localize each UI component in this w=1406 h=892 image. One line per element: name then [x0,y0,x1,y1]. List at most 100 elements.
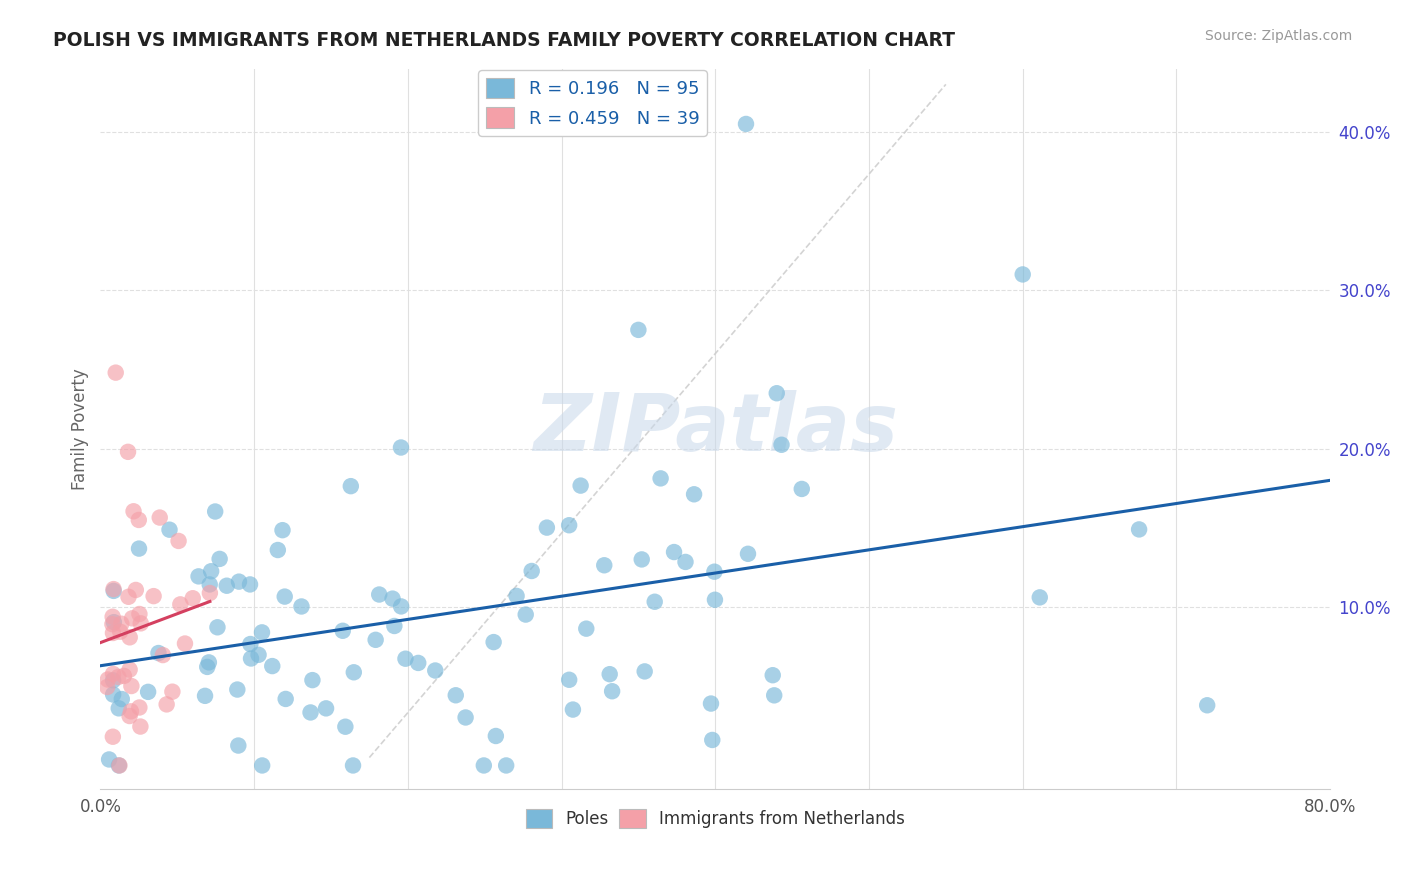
Point [101,688,124,702]
Point [425,664,447,678]
Point [120,679,142,693]
Point [389,599,412,614]
Point [644,595,666,609]
Point [735,117,758,131]
Point [650,471,672,485]
Point [1029,591,1052,605]
Text: ZIPatlas: ZIPatlas [533,390,898,468]
Point [335,720,357,734]
Point [267,543,290,558]
Point [101,617,124,632]
Point [101,609,124,624]
Point [198,586,221,600]
Point [505,589,527,603]
Point [520,564,543,578]
Point [406,656,429,670]
Point [340,479,363,493]
Point [194,689,217,703]
Point [101,673,124,688]
Point [97,673,120,687]
Point [101,626,124,640]
Point [104,366,127,380]
Point [600,684,623,698]
Point [737,547,759,561]
Point [117,590,139,604]
Point [162,684,184,698]
Point [118,630,141,644]
Point [129,616,152,631]
Point [128,607,150,621]
Point [181,591,204,606]
Point [118,663,141,677]
Point [364,632,387,647]
Point [575,622,598,636]
Point [382,619,405,633]
Point [136,685,159,699]
Point [207,620,229,634]
Point [169,598,191,612]
Point [108,624,131,639]
Point [129,720,152,734]
Point [454,710,477,724]
Point [495,758,517,772]
Point [101,730,124,744]
Point [290,599,312,614]
Point [301,673,323,687]
Point [675,555,697,569]
Y-axis label: Family Poverty: Family Poverty [72,368,89,490]
Point [634,665,657,679]
Point [561,702,583,716]
Point [101,667,124,681]
Point [472,758,495,772]
Point [702,733,724,747]
Point [765,386,787,401]
Point [627,323,650,337]
Point [152,648,174,662]
Point [389,441,412,455]
Point [103,583,125,598]
Point [215,579,238,593]
Point [558,518,581,533]
Point [662,545,685,559]
Point [148,646,170,660]
Point [239,637,262,651]
Point [558,673,581,687]
Point [599,667,621,681]
Point [228,574,250,589]
Point [482,635,505,649]
Point [247,648,270,662]
Point [569,478,592,492]
Point [239,577,262,591]
Point [125,582,148,597]
Point [142,589,165,603]
Point [204,504,226,518]
Point [515,607,537,622]
Point [174,636,197,650]
Point [198,577,221,591]
Point [332,624,354,638]
Point [762,668,785,682]
Point [274,590,297,604]
Point [700,697,723,711]
Point [1128,523,1150,537]
Point [198,656,221,670]
Point [271,523,294,537]
Point [770,438,793,452]
Point [485,729,508,743]
Point [299,706,322,720]
Point [117,445,139,459]
Point [763,689,786,703]
Point [103,582,125,596]
Point [107,701,129,715]
Point [108,758,131,772]
Point [128,541,150,556]
Point [1197,698,1219,713]
Point [111,692,134,706]
Point [1011,268,1033,282]
Point [703,565,725,579]
Point [122,504,145,518]
Point [128,513,150,527]
Point [208,552,231,566]
Point [342,758,364,772]
Point [250,758,273,772]
